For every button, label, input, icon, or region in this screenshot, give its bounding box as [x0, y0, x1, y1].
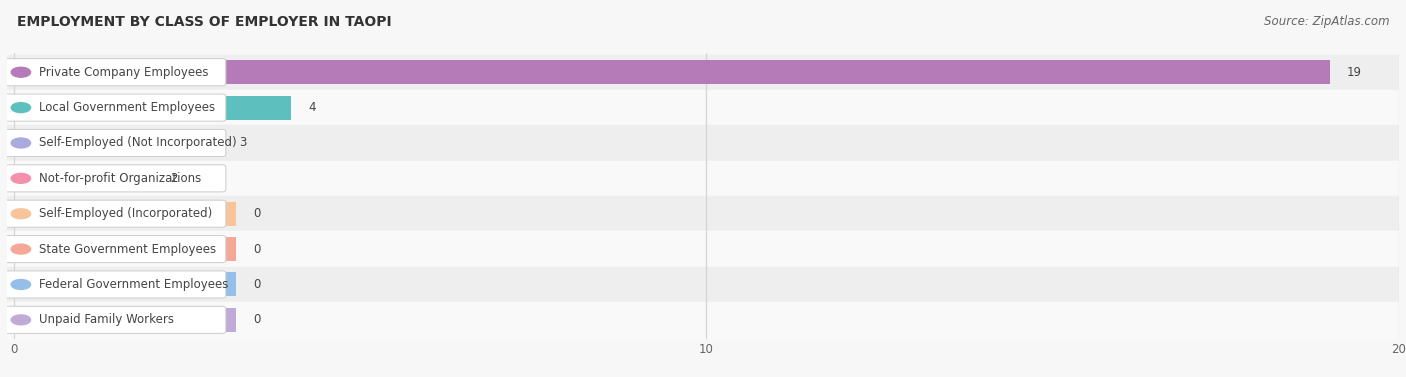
FancyBboxPatch shape [1, 200, 226, 227]
Circle shape [11, 209, 31, 219]
FancyBboxPatch shape [1, 94, 226, 121]
Text: Federal Government Employees: Federal Government Employees [39, 278, 228, 291]
Circle shape [11, 103, 31, 113]
Text: Source: ZipAtlas.com: Source: ZipAtlas.com [1264, 15, 1389, 28]
Circle shape [11, 244, 31, 254]
Text: EMPLOYMENT BY CLASS OF EMPLOYER IN TAOPI: EMPLOYMENT BY CLASS OF EMPLOYER IN TAOPI [17, 15, 391, 29]
Circle shape [11, 138, 31, 148]
Text: 0: 0 [253, 207, 260, 220]
Text: 0: 0 [253, 313, 260, 326]
FancyBboxPatch shape [1, 306, 226, 333]
Text: Not-for-profit Organizations: Not-for-profit Organizations [39, 172, 201, 185]
Text: Self-Employed (Not Incorporated): Self-Employed (Not Incorporated) [39, 136, 236, 150]
Bar [14, 202, 236, 226]
Text: Private Company Employees: Private Company Employees [39, 66, 208, 79]
Text: Self-Employed (Incorporated): Self-Employed (Incorporated) [39, 207, 212, 220]
FancyBboxPatch shape [1, 59, 226, 86]
Circle shape [11, 315, 31, 325]
Circle shape [11, 67, 31, 77]
Circle shape [11, 173, 31, 183]
Bar [14, 60, 1330, 84]
FancyBboxPatch shape [1, 165, 226, 192]
Bar [14, 166, 152, 190]
FancyBboxPatch shape [1, 236, 226, 263]
Bar [14, 308, 236, 332]
Text: State Government Employees: State Government Employees [39, 242, 217, 256]
Bar [14, 237, 236, 261]
Text: 0: 0 [253, 242, 260, 256]
Bar [14, 96, 291, 120]
Text: 3: 3 [239, 136, 246, 150]
Text: Local Government Employees: Local Government Employees [39, 101, 215, 114]
Circle shape [11, 279, 31, 290]
Text: Unpaid Family Workers: Unpaid Family Workers [39, 313, 174, 326]
Text: 4: 4 [308, 101, 316, 114]
FancyBboxPatch shape [1, 271, 226, 298]
FancyBboxPatch shape [1, 129, 226, 156]
Text: 19: 19 [1347, 66, 1362, 79]
Bar [14, 131, 222, 155]
Bar [14, 273, 236, 296]
Text: 0: 0 [253, 278, 260, 291]
Text: 2: 2 [170, 172, 177, 185]
